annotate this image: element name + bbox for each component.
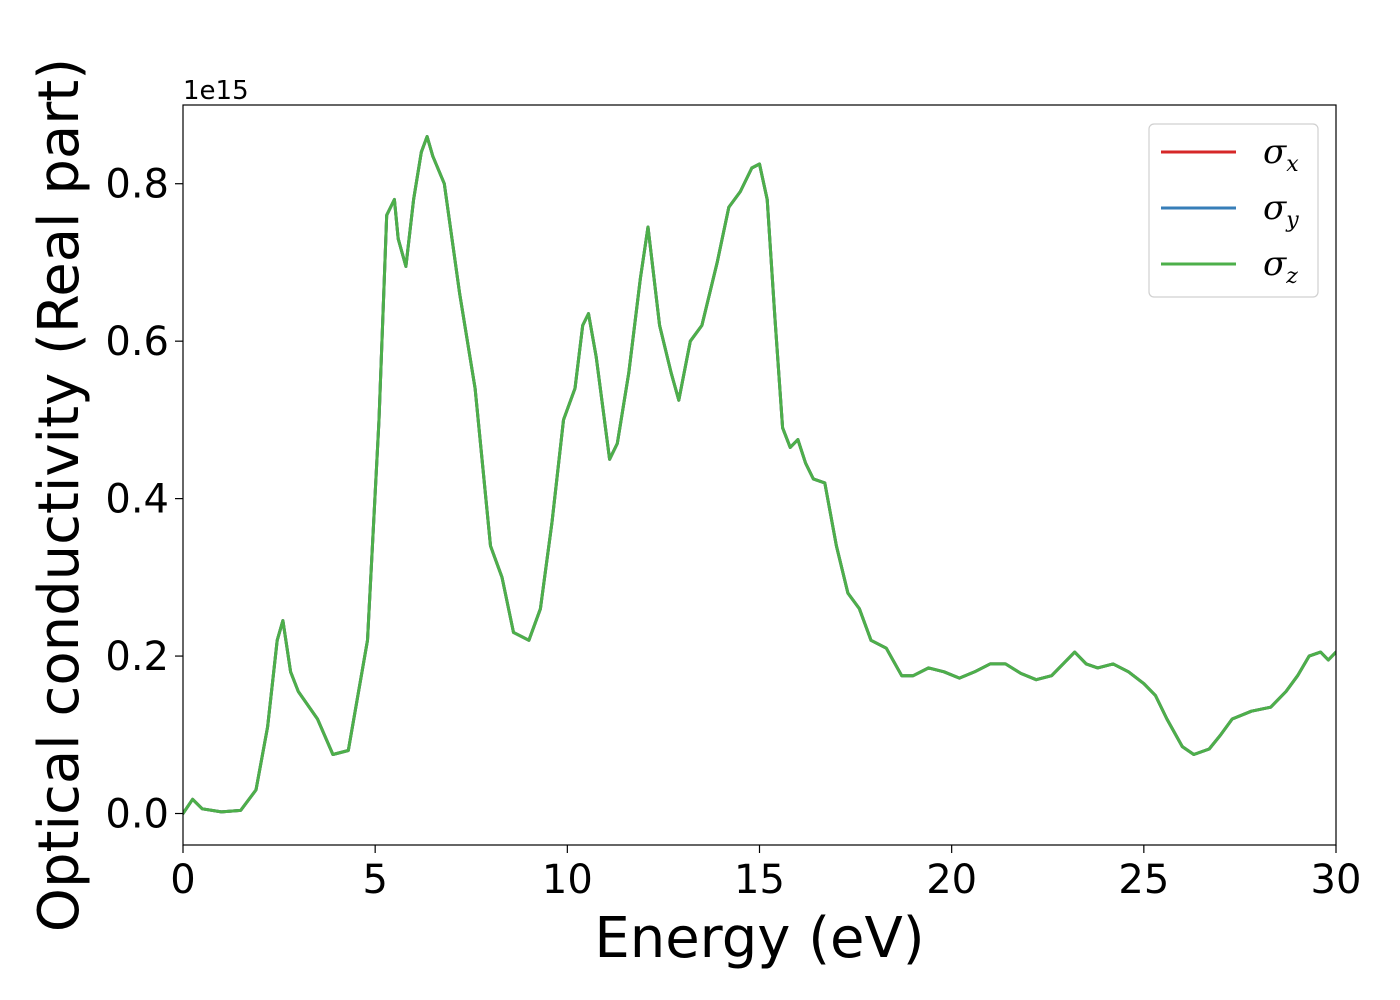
y-axis-title: Optical conductivity (Real part) [27,58,92,932]
y-tick-label: 0.2 [105,634,169,680]
series-line-z [183,135,1336,815]
legend: σx σy σz [1148,123,1319,298]
x-tick-label: 20 [926,857,977,903]
x-tick-label: 25 [1118,857,1169,903]
y-axis: 0.0 0.2 0.4 0.6 0.8 [105,162,183,838]
x-tick-label: 10 [542,857,593,903]
y-offset-label: 1e15 [183,76,249,106]
x-tick-label: 30 [1311,857,1362,903]
x-axis-title: Energy (eV) [594,906,924,971]
y-tick-label: 0.0 [105,792,169,838]
x-tick-label: 0 [170,857,195,903]
x-tick-label: 5 [362,857,387,903]
x-tick-label: 15 [734,857,785,903]
legend-label: σx [1263,132,1299,177]
y-tick-label: 0.8 [105,162,169,208]
legend-box [1148,123,1319,298]
legend-label: σz [1263,244,1298,289]
y-tick-label: 0.4 [105,477,169,523]
plot-area [183,135,1336,815]
x-axis: 0 5 10 15 20 25 30 [170,845,1361,903]
legend-label: σy [1263,188,1299,233]
y-tick-label: 0.6 [105,319,169,365]
